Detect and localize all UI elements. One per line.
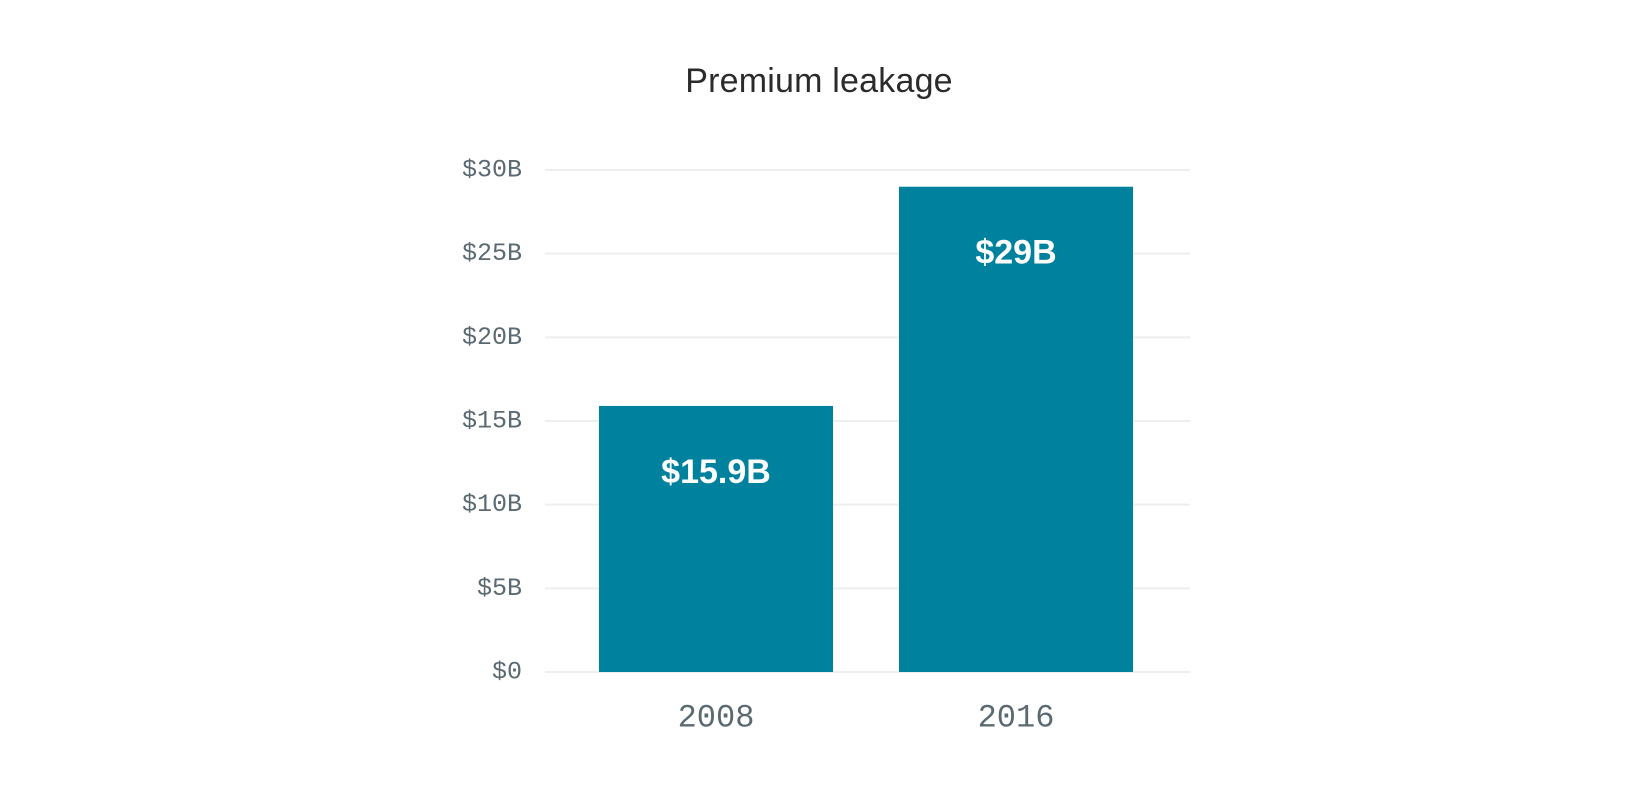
y-tick-label: $15B <box>462 407 522 436</box>
data-label-2008: $15.9B <box>661 453 771 491</box>
x-tick-label-2016: 2016 <box>978 700 1055 737</box>
bars <box>599 186 1133 672</box>
x-axis-ticks: 2008 2016 <box>678 700 1055 737</box>
y-tick-label: $0 <box>492 658 522 687</box>
y-tick-label: $10B <box>462 490 522 519</box>
y-axis-ticks: $0 $5B $10B $15B $20B $25B $30B <box>462 156 522 687</box>
data-label-2016: $29B <box>975 234 1056 272</box>
bar-2008 <box>599 405 833 672</box>
data-labels: $15.9B $29B <box>661 234 1056 491</box>
chart-title: Premium leakage <box>685 62 953 100</box>
y-tick-label: $20B <box>462 323 522 352</box>
x-tick-label-2008: 2008 <box>678 700 755 737</box>
y-tick-label: $5B <box>477 574 522 603</box>
y-tick-label: $30B <box>462 156 522 185</box>
y-tick-label: $25B <box>462 239 522 268</box>
bar-2016 <box>899 186 1133 672</box>
